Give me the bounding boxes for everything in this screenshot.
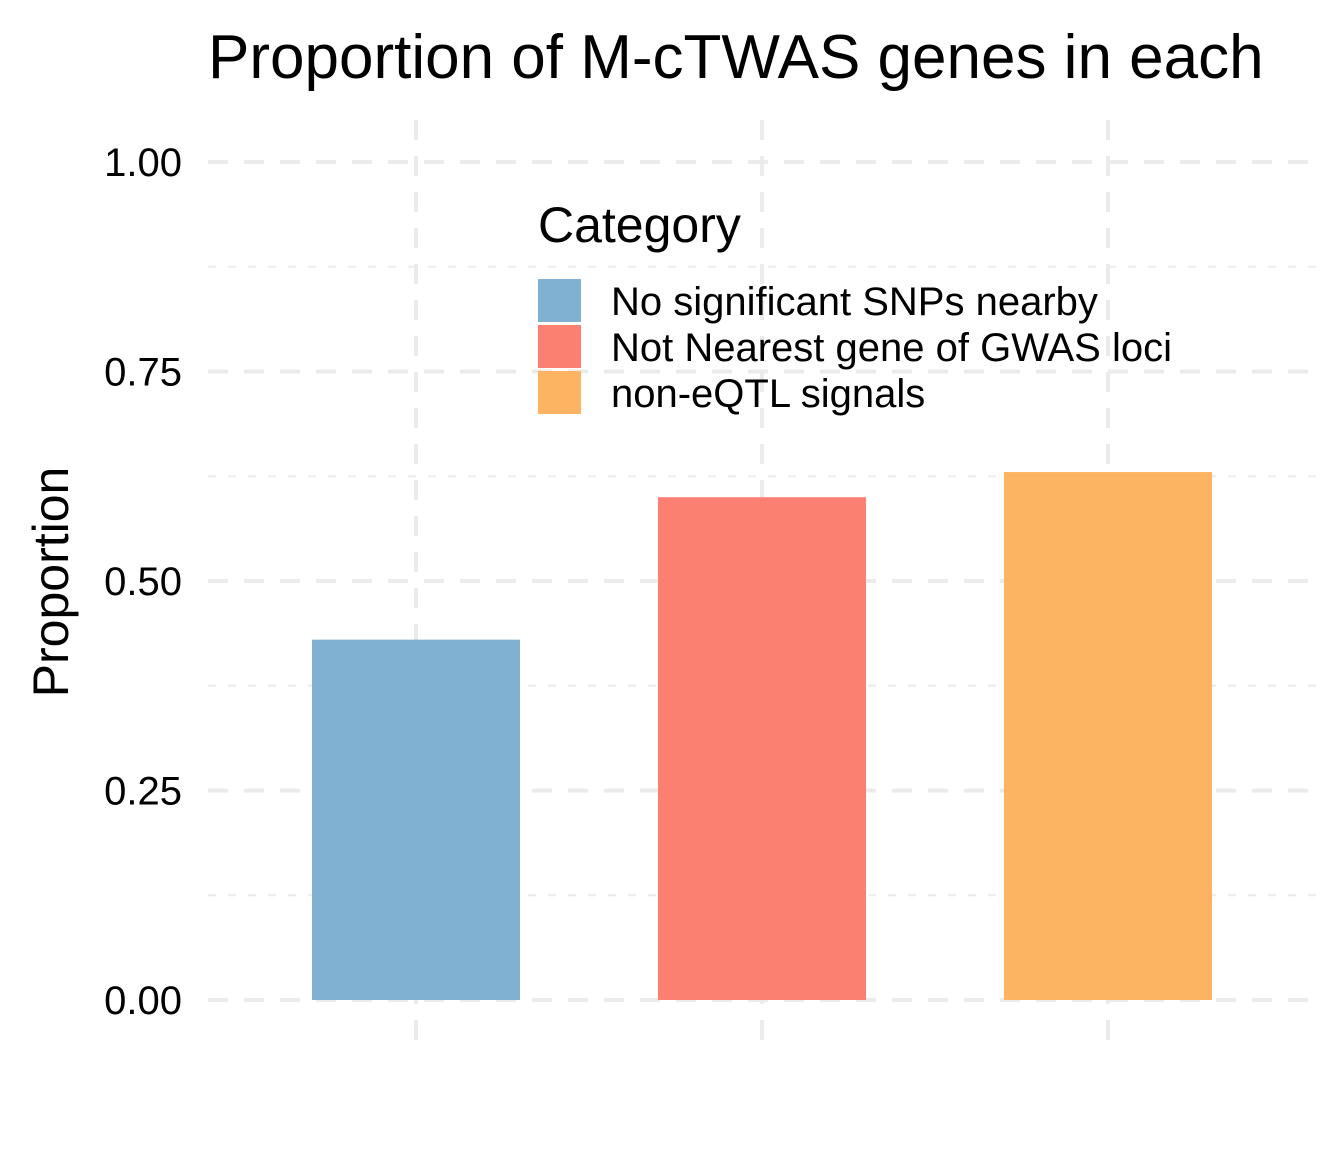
bar	[312, 639, 520, 1000]
bars	[312, 472, 1212, 1000]
y-axis-label: Proportion	[23, 467, 79, 698]
legend-title: Category	[538, 197, 741, 253]
y-tick-label: 1.00	[104, 141, 182, 185]
legend-key	[538, 371, 581, 414]
legend-label: Not Nearest gene of GWAS loci	[611, 326, 1172, 370]
legend-label: non-eQTL signals	[611, 372, 925, 416]
y-tick-label: 0.75	[104, 351, 182, 395]
bar	[1004, 472, 1212, 1000]
y-tick-label: 0.00	[104, 979, 182, 1023]
legend-key	[538, 279, 581, 322]
y-tick-label: 0.50	[104, 560, 182, 604]
legend-label: No significant SNPs nearby	[611, 280, 1098, 324]
y-tick-label: 0.25	[104, 770, 182, 814]
legend-key	[538, 325, 581, 368]
bar	[658, 497, 866, 1000]
y-axis-ticks: 0.00 0.25 0.50 0.75 1.00	[104, 141, 182, 1023]
chart-title: Proportion of M-cTWAS genes in each	[208, 23, 1264, 92]
